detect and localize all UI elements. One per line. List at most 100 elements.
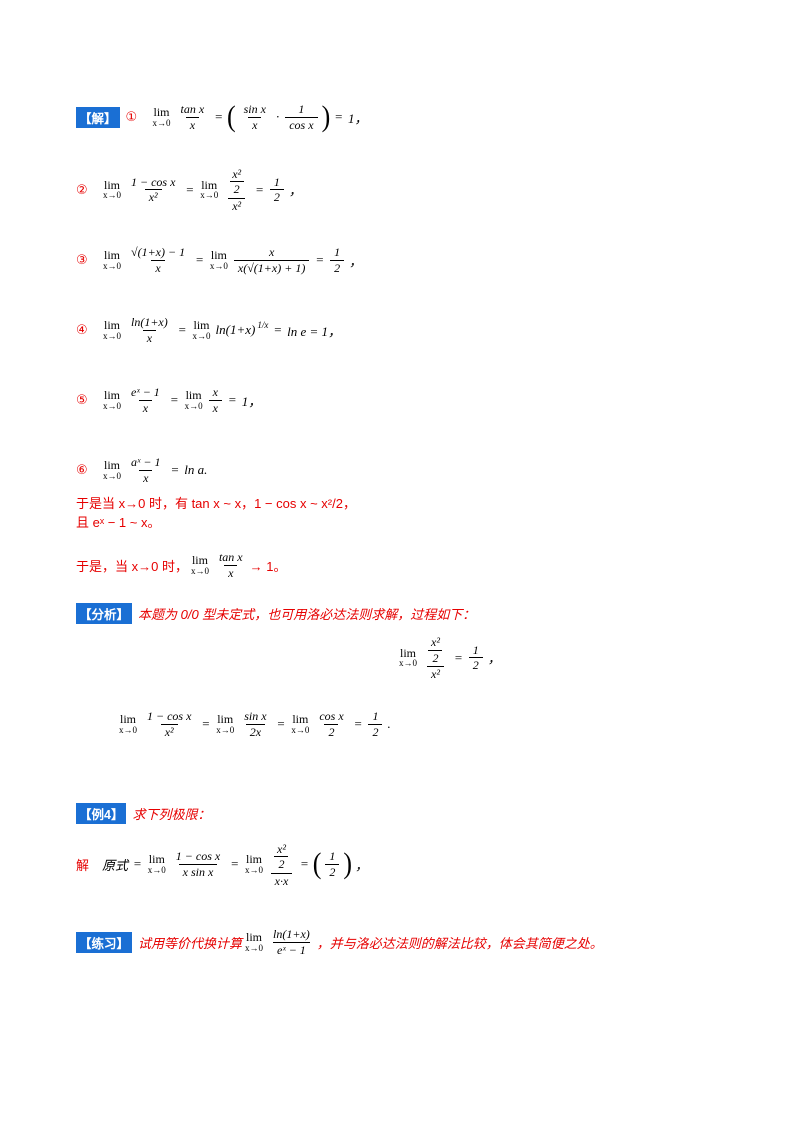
item-marker: ⑥ [76, 462, 88, 478]
big-paren: ) [343, 847, 353, 881]
display-formula: lim x→0 1 − cos x x² = lim x→0 sin x 2x = lim x→0 co… [116, 701, 740, 747]
fraction: sin x 2x [244, 709, 267, 739]
math-text: . [387, 716, 391, 732]
math-expression: lim x→0 eˣ − 1 x = lim x→0 x x = 1， [100, 385, 263, 415]
limit-operator: lim x→0 [103, 458, 121, 481]
example-line: 【例4】 求下列极限： [76, 803, 740, 825]
operator: = [273, 322, 283, 338]
display-formula: lim x→0 x² 2 x² = 1 2， [396, 634, 740, 681]
operator: = [299, 856, 309, 872]
math-expression: lim x→0 ln(1+x) x = lim x→0 ln(1+x) 1/x = ln e = 1… [100, 315, 343, 345]
fraction: 1 cos x [285, 102, 318, 132]
math-text: ， [288, 183, 302, 199]
limit-operator: lim x→0 [103, 318, 121, 341]
analysis-line: 【分析】 本题为 0/0 型未定式，也可用洛必达法则求解，过程如下： [76, 603, 740, 625]
limit-operator: lim x→0 [103, 248, 121, 271]
solve-label: 【解】 [76, 106, 120, 128]
item-marker: ④ [76, 322, 88, 338]
math-text: ln a. [184, 462, 208, 478]
solution-line: ④ lim x→0 ln(1+x) x = lim x→0 ln(1+x) 1/x = ln e =… [76, 307, 740, 353]
practice-line: 【练习】 试用等价代换计算 lim x→0 ln(1+x) eˣ − 1 ，并与洛必达… [76, 918, 740, 966]
limit-operator: lim x→0 [119, 712, 137, 735]
big-paren: ( [312, 847, 322, 881]
math-text: ， [487, 651, 501, 667]
limit-operator: lim x→0 [103, 177, 121, 201]
math-text: ， [349, 253, 363, 269]
fraction: x² 2 x·x [269, 841, 294, 888]
limit-operator: lim x→0 [190, 553, 209, 576]
math-text: ln(1+x) [215, 322, 256, 338]
operator: = [195, 252, 204, 268]
superscript: 1/x [257, 320, 269, 331]
conclusion-text: 于是，当 x→0 时， [76, 558, 188, 574]
practice-label: 【练习】 [76, 931, 133, 953]
big-paren: ) [321, 99, 331, 134]
conclusion-text: 于是当 x→0 时，有 tan x ~ x，1 − cos x ~ x²/2， [76, 496, 356, 512]
fraction: 1 − cos x x² [147, 709, 192, 739]
conclusion-text: 且 eˣ − 1 ~ x。 [76, 515, 161, 531]
item-marker: ① [125, 109, 138, 124]
operator: = [201, 716, 211, 732]
operator: · [275, 109, 280, 124]
operator: = [133, 856, 142, 872]
math-expression: lim x→0 aˣ − 1 x = ln a. [100, 455, 209, 485]
fraction: x² 2 [427, 635, 444, 665]
operator: = [170, 462, 180, 478]
solution-line: ⑥ lim x→0 aˣ − 1 x = ln a. [76, 447, 740, 493]
math-expression: lim x→0 tan x x =(sin x x · 1 cos x) = 1， [150, 99, 370, 134]
limit-operator: lim x→0 [192, 318, 211, 341]
limit-operator: lim x→0 [291, 712, 310, 735]
fraction: 1 − cos x x² [131, 174, 176, 205]
analysis-label: 【分析】 [76, 603, 133, 625]
math-expression: lim x→0 ln(1+x) eˣ − 1 [242, 927, 317, 957]
item-marker: ⑤ [76, 392, 88, 408]
operator: = [315, 252, 325, 268]
operator: = [276, 716, 286, 732]
solution-line: ③ lim x→0 √(1+x) − 1 x = lim x→0 x x(√(1+x) + 1)… [76, 237, 740, 283]
math-expression: lim x→0 1 − cos x x² = lim x→0 x² 2 x² = 1 2， [100, 166, 304, 213]
solution-line: ⑤ lim x→0 eˣ − 1 x = lim x→0 x x = 1， [76, 377, 740, 423]
math-expression: lim x→0 √(1+x) − 1 x = lim x→0 x x(√(1+x) + 1) = 1… [100, 245, 364, 275]
operator: = [334, 109, 344, 124]
math-text: 1， [348, 110, 368, 126]
big-paren: ( [226, 99, 236, 134]
limit-operator: lim x→0 [103, 388, 121, 411]
solve-marker: 解 [76, 857, 90, 873]
item-marker: ② [76, 181, 88, 197]
math-text: 原式 [102, 857, 129, 873]
operator: = [185, 181, 195, 197]
limit-operator: lim x→0 [147, 852, 166, 875]
math-expression: lim x→0 x² 2 x² = 1 2， [396, 634, 503, 681]
limit-operator: lim x→0 [200, 177, 219, 201]
limit-operator: lim x→0 [245, 852, 263, 875]
operator: = [177, 322, 187, 338]
operator: = [214, 109, 223, 124]
operator: = [227, 392, 237, 408]
math-text: 1， [241, 393, 262, 409]
limit-operator: lim x→0 [209, 248, 228, 271]
solution-line: 【解】 ① lim x→0 tan x x =(sin x x · 1 cos x) = 1， [76, 92, 740, 142]
example-label: 【例4】 [76, 803, 127, 825]
fraction: x² 2 x² [224, 166, 249, 213]
limit-operator: lim x→0 [152, 104, 171, 128]
item-marker: ③ [76, 252, 88, 268]
limit-operator: lim x→0 [245, 930, 264, 953]
conclusion-text: → 1。 [249, 558, 287, 574]
operator: = [453, 649, 463, 665]
